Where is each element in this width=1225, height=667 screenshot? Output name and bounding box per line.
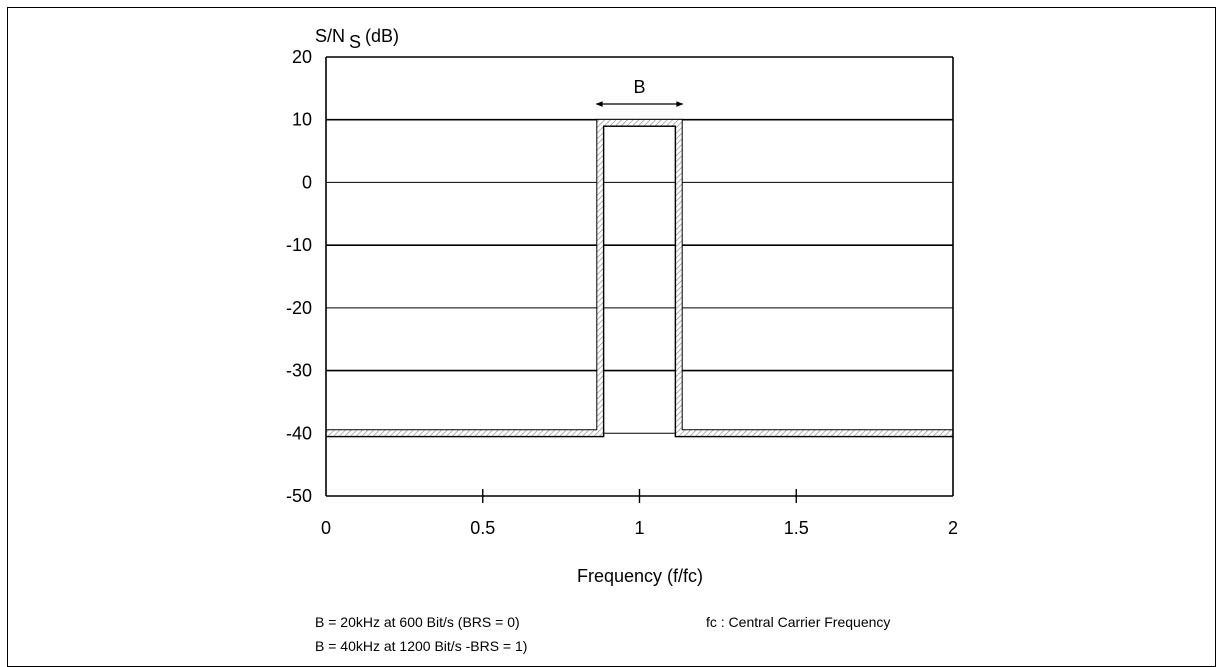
x-tick-label: 0 [321,518,331,538]
bandwidth-note-2: B = 40kHz at 1200 Bit/s -BRS = 1) [315,638,528,654]
annotation-layer: B [595,77,684,107]
y-tick-label: -10 [286,235,312,255]
figure-frame [7,7,1216,667]
x-axis-label: Frequency (f/fc) [577,566,703,586]
y-tick-label: -40 [286,423,312,443]
carrier-frequency-note: fc : Central Carrier Frequency [706,614,891,630]
y-tick-label: -20 [286,298,312,318]
bandwidth-label: B [633,77,645,97]
grid-lines [326,56,953,434]
series-band-outline [326,118,953,438]
y-tick-label: 0 [302,172,312,192]
y-tick-label: -30 [286,361,312,381]
y-axis-label-unit: (dB) [365,26,399,46]
y-tick-label: -50 [286,486,312,506]
x-tick-label: 0.5 [470,518,495,538]
series-line [326,125,953,438]
tick-layer: 20 10 0 -10 -20 -30 -40 -50 0 0.5 1 1.5 2 [286,47,958,538]
y-axis-label-sub: S [349,32,361,52]
y-tick-label: 20 [292,47,312,67]
series-layer [326,118,953,438]
y-axis-label: S/N S (dB) [315,26,399,52]
x-tick-label: 1 [634,518,644,538]
series-band-hatch [326,119,953,437]
y-axis-label-main: S/N [315,26,345,46]
x-tick-label: 2 [948,518,958,538]
bandwidth-note-1: B = 20kHz at 600 Bit/s (BRS = 0) [315,614,520,630]
y-tick-label: 10 [292,110,312,130]
x-tick-label: 1.5 [784,518,809,538]
